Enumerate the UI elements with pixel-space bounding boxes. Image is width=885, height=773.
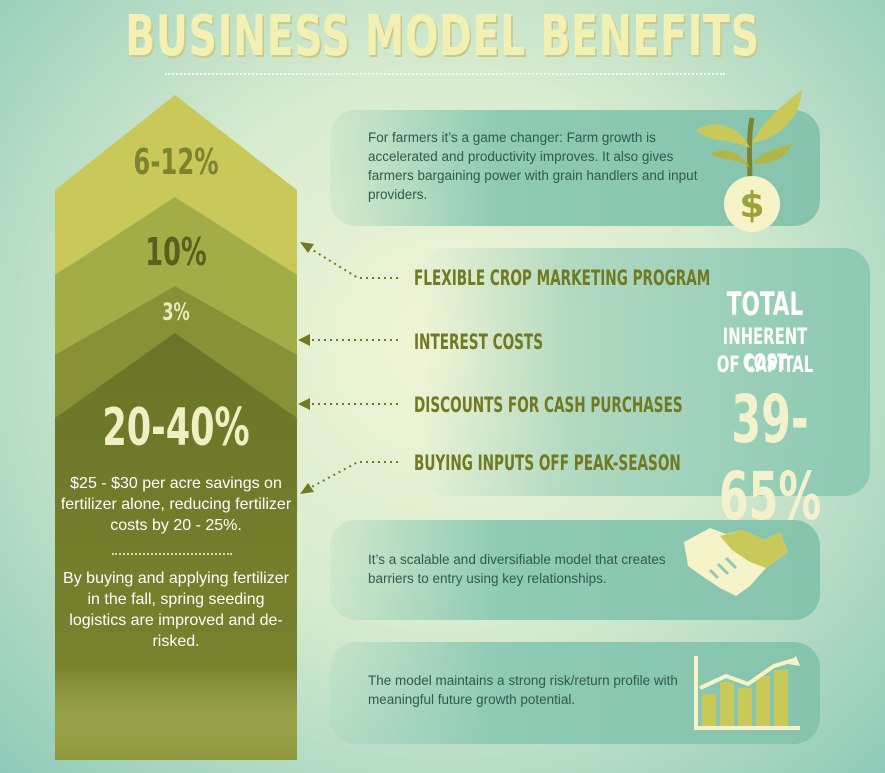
total-value: 39-65%: [718, 381, 822, 535]
total-subheading-1: INHERENT COST: [722, 325, 808, 376]
handshake-icon: [684, 528, 788, 596]
savings-text: $25 - $30 per acre savings on fertilizer…: [60, 475, 292, 534]
logistics-text: By buying and applying fertilizer in the…: [63, 570, 289, 650]
level-1-value: 6-12%: [133, 142, 219, 183]
band-4: [55, 333, 297, 760]
scalable-text: It’s a scalable and diversifiable model …: [368, 552, 666, 586]
label-cash-discounts: DISCOUNTS FOR CASH PURCHASES: [414, 393, 683, 417]
level-2-value: 10%: [145, 230, 207, 274]
connector-4: [305, 461, 398, 491]
connector-1: [305, 245, 398, 279]
connector-head-4: [300, 483, 314, 494]
column-divider: [112, 553, 232, 555]
page-title: BUSINESS MODEL BENEFITS: [125, 4, 760, 69]
title-divider: [165, 73, 725, 75]
growth-chart-icon: [694, 656, 800, 730]
connector-head-2: [298, 334, 310, 346]
label-interest-costs: INTEREST COSTS: [414, 330, 544, 354]
total-heading: TOTAL: [726, 285, 804, 323]
level-3-value: 3%: [162, 298, 190, 326]
label-off-peak-buying: BUYING INPUTS OFF PEAK-SEASON: [414, 451, 681, 475]
money-plant-icon: $: [696, 90, 802, 232]
total-cost-panel: [420, 248, 870, 496]
risk-return-text: The model maintains a strong risk/return…: [368, 673, 678, 707]
connector-head-3: [298, 398, 310, 410]
level-4-value: 20-40%: [102, 398, 250, 458]
connector-head-1: [300, 242, 314, 253]
total-subheading-2: OF CAPITAL: [716, 353, 814, 378]
label-flexible-crop-marketing: FLEXIBLE CROP MARKETING PROGRAM: [414, 266, 711, 290]
svg-text:$: $: [739, 185, 764, 226]
farmers-text: For farmers it’s a game changer: Farm gr…: [368, 130, 698, 202]
